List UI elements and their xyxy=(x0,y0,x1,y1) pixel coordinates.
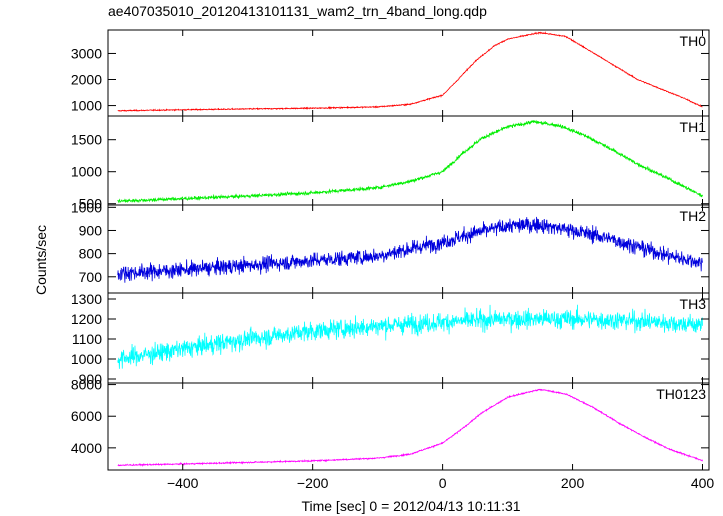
panel-label: TH0 xyxy=(680,33,707,49)
x-axis-label: Time [sec] 0 = 2012/04/13 10:11:31 xyxy=(301,498,520,514)
panel-frame xyxy=(107,292,710,384)
y-tick-label: 900 xyxy=(79,222,103,238)
x-tick-label: −400 xyxy=(167,475,199,491)
panel-label: TH2 xyxy=(680,208,707,224)
series-line-th2 xyxy=(117,216,703,283)
panel-th2: 700 800 900 1000 TH2 xyxy=(71,199,710,294)
panel-th0123: 4000 6000 8000 TH0123 −400 −200 0 200 400 xyxy=(71,377,715,491)
panel-label: TH1 xyxy=(680,119,707,135)
panel-th3: 900 1000 1100 1200 1300 TH3 xyxy=(71,291,710,387)
x-tick-label: 0 xyxy=(439,475,447,491)
y-tick-label: 900 xyxy=(79,371,103,387)
panel-frame xyxy=(107,382,710,471)
y-tick-label: 3000 xyxy=(71,45,102,61)
x-tick-label: 400 xyxy=(691,475,715,491)
series-line-th1 xyxy=(117,119,703,204)
y-tick-label: 8000 xyxy=(71,377,102,393)
y-tick-label: 1000 xyxy=(71,351,102,367)
panel-frame xyxy=(107,115,710,206)
y-tick-label: 700 xyxy=(79,269,103,285)
y-tick-label: 1500 xyxy=(71,132,102,148)
y-tick-label: 1000 xyxy=(71,164,102,180)
panel-label: TH0123 xyxy=(656,386,706,402)
y-tick-label: 1000 xyxy=(71,199,102,215)
chart-title: ae407035010_20120413101131_wam2_trn_4ban… xyxy=(108,3,487,19)
y-tick-label: 2000 xyxy=(71,72,102,88)
series-line-th0 xyxy=(117,31,703,112)
y-tick-label: 1000 xyxy=(71,98,102,114)
series-line-th3 xyxy=(117,304,703,369)
series-line-th0123 xyxy=(117,388,703,468)
y-tick-label: 500 xyxy=(79,196,103,212)
panel-frame xyxy=(107,29,710,117)
y-tick-label: 4000 xyxy=(71,440,102,456)
panel-label: TH3 xyxy=(680,296,707,312)
x-tick-label: −200 xyxy=(297,475,329,491)
x-tick-label: 200 xyxy=(561,475,585,491)
y-axis-label: Counts/sec xyxy=(33,225,49,295)
y-tick-label: 6000 xyxy=(71,408,102,424)
y-tick-label: 1100 xyxy=(72,331,102,347)
y-tick-label: 1200 xyxy=(71,311,102,327)
y-tick-label: 800 xyxy=(79,246,103,262)
y-tick-label: 1300 xyxy=(71,291,102,307)
panels-group: 100020003000TH050010001500TH170080090010… xyxy=(71,29,715,491)
panel-th0: 1000 2000 3000 TH0 xyxy=(71,29,710,117)
